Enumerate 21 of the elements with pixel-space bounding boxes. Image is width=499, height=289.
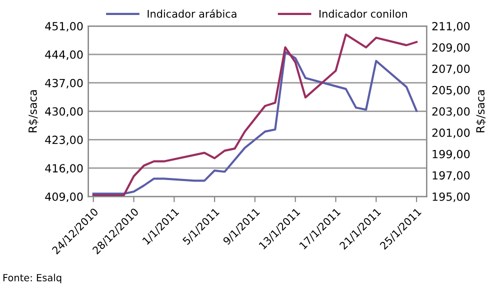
y2-axis-title: R$/saca [476, 90, 486, 132]
y-tick-label: 416,00 [45, 164, 83, 174]
y-tick-label: 437,00 [45, 78, 83, 88]
y2-tick-label: 205,00 [432, 86, 470, 96]
y2-tick-label: 199,00 [432, 150, 470, 160]
legend-label: Indicador conilon [320, 10, 407, 18]
y2-tick-label: 209,00 [432, 43, 470, 53]
y2-tick-label: 207,00 [432, 64, 470, 74]
y2-tick-label: 197,00 [432, 171, 470, 181]
legend-label: Indicador arábica [148, 9, 236, 18]
y-tick-label: 423,00 [45, 136, 83, 146]
source-note: Fonte: Esalq [3, 274, 62, 284]
y-tick-label: 444,00 [45, 50, 83, 60]
y2-tick-label: 201,00 [432, 128, 470, 138]
y-tick-label: 430,00 [45, 107, 83, 117]
y-tick-label: 409,00 [45, 192, 83, 202]
y-axis-title: R$/saca [28, 90, 38, 132]
y2-tick-label: 195,00 [432, 192, 470, 202]
y-tick-label: 451,00 [45, 22, 83, 32]
y2-tick-label: 211,00 [432, 22, 470, 32]
y2-tick-label: 203,00 [432, 107, 470, 117]
